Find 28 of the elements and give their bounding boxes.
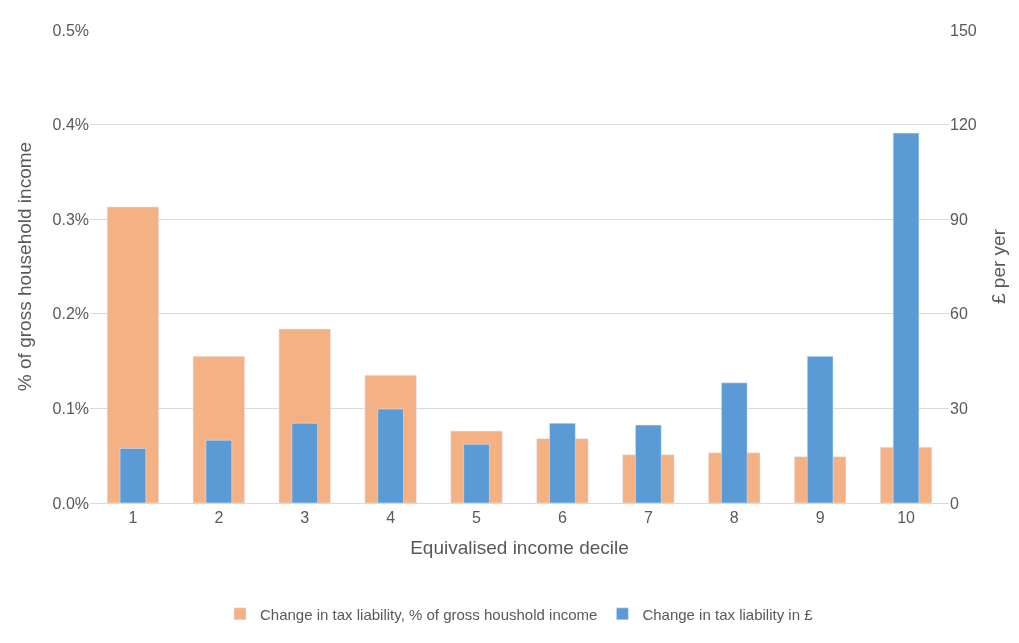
y2-tick-label: 0	[950, 494, 959, 512]
y-tick-label: 0.0%	[52, 494, 89, 512]
x-tick-label: 8	[729, 509, 739, 527]
x-tick-label: 6	[558, 509, 567, 527]
y-tick-label: 0.5%	[52, 21, 89, 39]
x-tick-label: 5	[472, 509, 482, 527]
legend-label: Change in tax liability in £	[642, 605, 814, 623]
x-tick-label: 4	[386, 509, 396, 527]
y2-tick-label: 90	[950, 210, 968, 228]
x-tick-label: 2	[214, 509, 224, 527]
legend-label: Change in tax liability, % of gross houshold income	[260, 605, 598, 623]
y2-tick-label: 30	[950, 400, 968, 417]
x-tick-label: 1	[128, 509, 138, 527]
x-tick-label: 3	[300, 509, 310, 527]
y2-tick-label: 120	[950, 116, 977, 134]
y2-tick-label: 150	[950, 21, 977, 39]
x-tick-label: 9	[815, 509, 825, 527]
y-tick-label: 0.3%	[52, 210, 89, 228]
y-tick-label: 0.1%	[52, 400, 89, 417]
x-tick-label: 10	[897, 509, 916, 527]
y2-axis-title: £ per yer	[987, 228, 1009, 304]
x-axis-title: Equivalised income decile	[410, 537, 629, 558]
y-axis-title: % of gross household income	[14, 141, 36, 392]
bar	[106, 206, 159, 503]
x-tick-label: 7	[643, 509, 653, 527]
y-tick-label: 0.4%	[52, 116, 89, 134]
y2-tick-label: 60	[950, 305, 968, 323]
y-tick-label: 0.2%	[52, 305, 89, 323]
